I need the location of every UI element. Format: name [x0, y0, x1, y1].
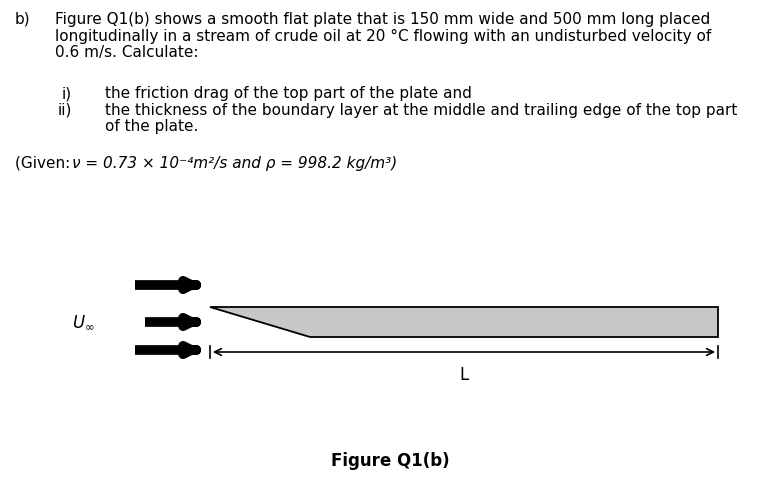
- Text: longitudinally in a stream of crude oil at 20 °C flowing with an undisturbed vel: longitudinally in a stream of crude oil …: [55, 28, 711, 44]
- Text: the thickness of the boundary layer at the middle and trailing edge of the top p: the thickness of the boundary layer at t…: [105, 103, 737, 118]
- Text: the friction drag of the top part of the plate and: the friction drag of the top part of the…: [105, 86, 472, 101]
- Text: Figure Q1(b) shows a smooth flat plate that is 150 mm wide and 500 mm long place: Figure Q1(b) shows a smooth flat plate t…: [55, 12, 711, 27]
- Text: L: L: [459, 366, 469, 384]
- Text: 0.6 m/s. Calculate:: 0.6 m/s. Calculate:: [55, 45, 198, 60]
- Text: ii): ii): [58, 103, 73, 118]
- Text: (Given:: (Given:: [15, 156, 80, 170]
- Text: Figure Q1(b): Figure Q1(b): [331, 452, 449, 470]
- Polygon shape: [210, 307, 718, 337]
- Text: ν = 0.73 × 10⁻⁴m²/s and ρ = 998.2 kg/m³): ν = 0.73 × 10⁻⁴m²/s and ρ = 998.2 kg/m³): [72, 156, 397, 170]
- Text: $U_{\infty}$: $U_{\infty}$: [73, 313, 95, 331]
- Text: of the plate.: of the plate.: [105, 119, 198, 134]
- Text: b): b): [15, 12, 30, 27]
- Text: i): i): [62, 86, 72, 101]
